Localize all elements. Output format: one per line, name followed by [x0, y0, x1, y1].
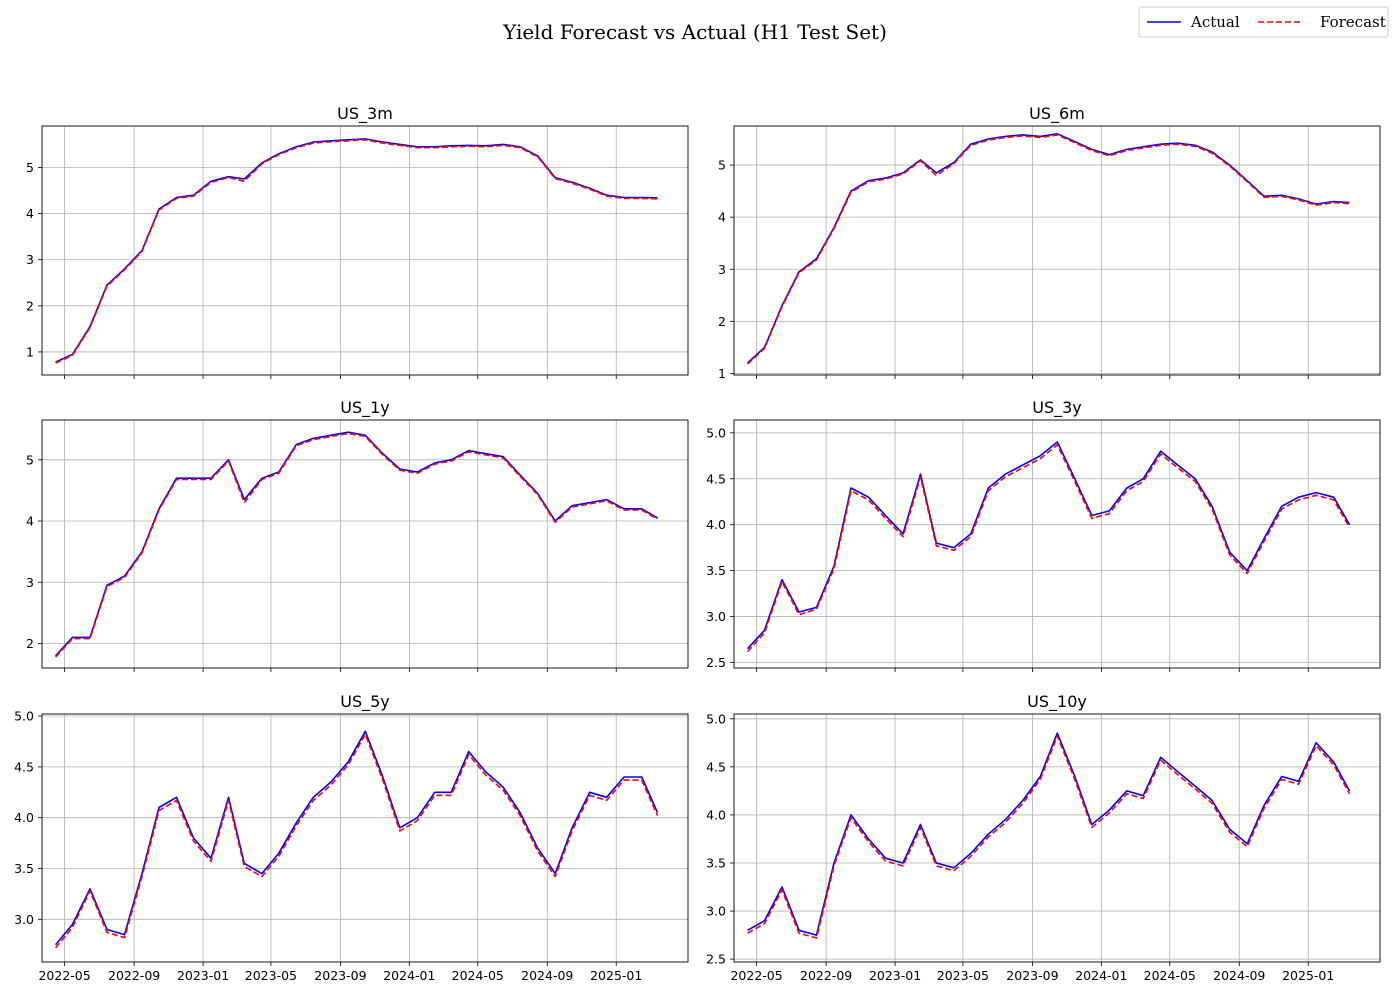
- actual-line: [55, 431, 658, 657]
- subplot-grid: US_3m 1 2 3 4 5 US_6m 1 2 3 4 5 US_1y 2 3 4 5 US_3y 2.5 3.0…: [14, 104, 1381, 983]
- y-tick-label: 5.0: [14, 709, 34, 724]
- x-tick-label: 2025-01: [590, 968, 642, 983]
- axes-frame: [733, 419, 1381, 669]
- subplot-title: US_5y: [340, 692, 390, 712]
- y-tick-label: 5: [26, 452, 34, 467]
- subplot-us-5y: US_5y 2022-05 2022-09 2023-01 2023-05 2023-09…: [14, 692, 689, 983]
- y-tick-label: 3: [26, 575, 34, 590]
- axes-frame: [41, 125, 689, 376]
- y-tick-label: 3.5: [706, 563, 726, 578]
- subplot-us-3m: US_3m 1 2 3 4 5: [26, 104, 689, 379]
- y-tick-label: 3: [718, 262, 726, 277]
- y-tick-label: 4: [26, 514, 34, 529]
- x-tick-label: 2025-01: [1282, 968, 1334, 983]
- y-tick-label: 5.0: [706, 425, 726, 440]
- subplot-title: US_3y: [1032, 398, 1082, 418]
- x-tick-label: 2024-09: [521, 968, 573, 983]
- figure-title: Yield Forecast vs Actual (H1 Test Set): [502, 20, 887, 44]
- actual-line: [747, 133, 1350, 364]
- y-tick-label: 4.0: [14, 810, 34, 825]
- y-tick-label: 4.0: [706, 517, 726, 532]
- legend-forecast-label: Forecast: [1320, 13, 1386, 31]
- actual-line: [54, 730, 659, 946]
- y-tick-label: 4.5: [706, 471, 726, 486]
- forecast-line: [55, 432, 658, 658]
- x-tick-label: 2023-01: [177, 968, 229, 983]
- subplot-us-1y: US_1y 2 3 4 5: [26, 398, 689, 672]
- y-tick-label: 4.5: [14, 759, 34, 774]
- x-tick-label: 2023-05: [937, 968, 989, 983]
- axes-frame: [733, 125, 1381, 376]
- x-tick-label: 2024-09: [1213, 968, 1265, 983]
- y-tick-label: 1: [718, 366, 726, 381]
- y-tick-label: 4: [26, 206, 34, 221]
- forecast-line: [55, 139, 658, 364]
- subplot-us-10y: US_10y 2022-05 2022-09 2023-01 2023-05 2023-0…: [706, 692, 1381, 983]
- x-tick-label: 2022-09: [108, 968, 160, 983]
- y-tick-label: 3.5: [706, 855, 726, 870]
- x-tick-label: 2024-05: [1144, 968, 1196, 983]
- subplot-title: US_10y: [1027, 692, 1087, 712]
- y-tick-label: 4.0: [706, 807, 726, 822]
- y-tick-label: 1: [26, 344, 34, 359]
- axes-frame: [733, 713, 1381, 963]
- x-tick-label: 2023-05: [245, 968, 297, 983]
- x-tick-label: 2023-01: [869, 968, 921, 983]
- y-tick-label: 2: [718, 314, 726, 329]
- actual-line: [747, 441, 1351, 650]
- y-tick-label: 2.5: [706, 655, 726, 670]
- y-tick-label: 3.0: [706, 904, 726, 919]
- legend-actual-label: Actual: [1190, 13, 1240, 31]
- forecast-line: [747, 134, 1350, 365]
- axes-frame: [41, 419, 689, 669]
- y-tick-label: 5.0: [706, 711, 726, 726]
- x-tick-label: 2023-09: [314, 968, 366, 983]
- axes-frame: [41, 713, 689, 963]
- actual-line: [55, 138, 658, 363]
- y-tick-label: 5: [26, 160, 34, 175]
- y-tick-label: 2: [26, 636, 34, 651]
- x-tick-label: 2022-09: [800, 968, 852, 983]
- y-tick-label: 5: [718, 158, 726, 173]
- x-tick-label: 2022-05: [730, 968, 782, 983]
- x-tick-label: 2022-05: [38, 968, 90, 983]
- legend: Actual Forecast: [1138, 6, 1389, 38]
- forecast-line: [747, 443, 1351, 653]
- x-tick-label: 2024-01: [383, 968, 435, 983]
- subplot-us-3y: US_3y 2.5 3.0 3.5 4.0 4.5 5.0: [706, 398, 1381, 672]
- x-tick-label: 2023-09: [1006, 968, 1058, 983]
- y-tick-label: 2.5: [706, 952, 726, 967]
- actual-line: [747, 732, 1351, 936]
- y-tick-label: 4: [718, 210, 726, 225]
- y-tick-label: 3.0: [706, 609, 726, 624]
- x-tick-label: 2024-05: [452, 968, 504, 983]
- x-tick-label: 2024-01: [1075, 968, 1127, 983]
- y-tick-label: 3.0: [14, 912, 34, 927]
- forecast-line: [747, 735, 1351, 939]
- y-tick-label: 4.5: [706, 759, 726, 774]
- subplot-title: US_3m: [337, 104, 393, 124]
- subplot-us-6m: US_6m 1 2 3 4 5: [718, 104, 1381, 381]
- subplot-title: US_6m: [1029, 104, 1085, 124]
- y-tick-label: 3.5: [14, 861, 34, 876]
- forecast-line: [54, 733, 659, 949]
- subplot-title: US_1y: [340, 398, 390, 418]
- y-tick-label: 3: [26, 252, 34, 267]
- y-tick-label: 2: [26, 298, 34, 313]
